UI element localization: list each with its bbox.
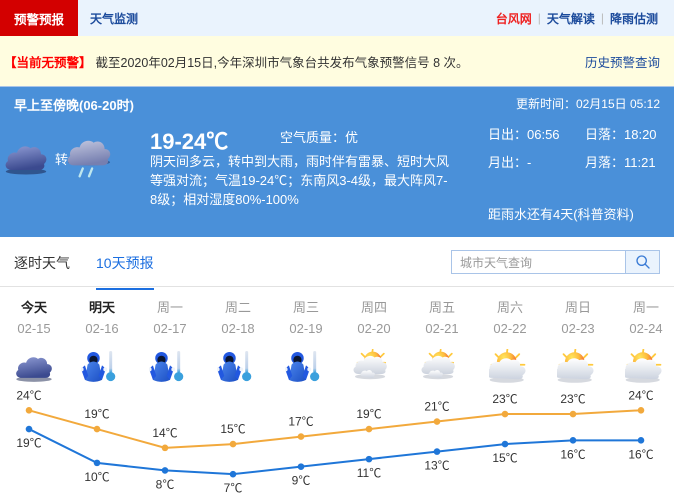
svg-text:24℃: 24℃ [628,388,653,402]
svg-text:10℃: 10℃ [84,470,109,484]
svg-text:8℃: 8℃ [156,477,175,491]
svg-text:23℃: 23℃ [492,392,517,406]
svg-text:16℃: 16℃ [628,447,653,461]
svg-text:19℃: 19℃ [356,407,381,421]
svg-text:17℃: 17℃ [288,415,313,429]
svg-text:7℃: 7℃ [224,481,243,495]
svg-text:15℃: 15℃ [220,422,245,436]
svg-text:9℃: 9℃ [292,474,311,488]
svg-text:11℃: 11℃ [357,466,381,480]
svg-text:15℃: 15℃ [492,451,517,465]
svg-text:13℃: 13℃ [424,459,449,473]
svg-text:16℃: 16℃ [560,447,585,461]
svg-text:23℃: 23℃ [560,392,585,406]
svg-text:14℃: 14℃ [152,426,177,440]
svg-text:21℃: 21℃ [424,400,449,414]
svg-text:19℃: 19℃ [84,407,109,421]
svg-text:19℃: 19℃ [16,436,41,450]
svg-text:24℃: 24℃ [16,388,41,402]
